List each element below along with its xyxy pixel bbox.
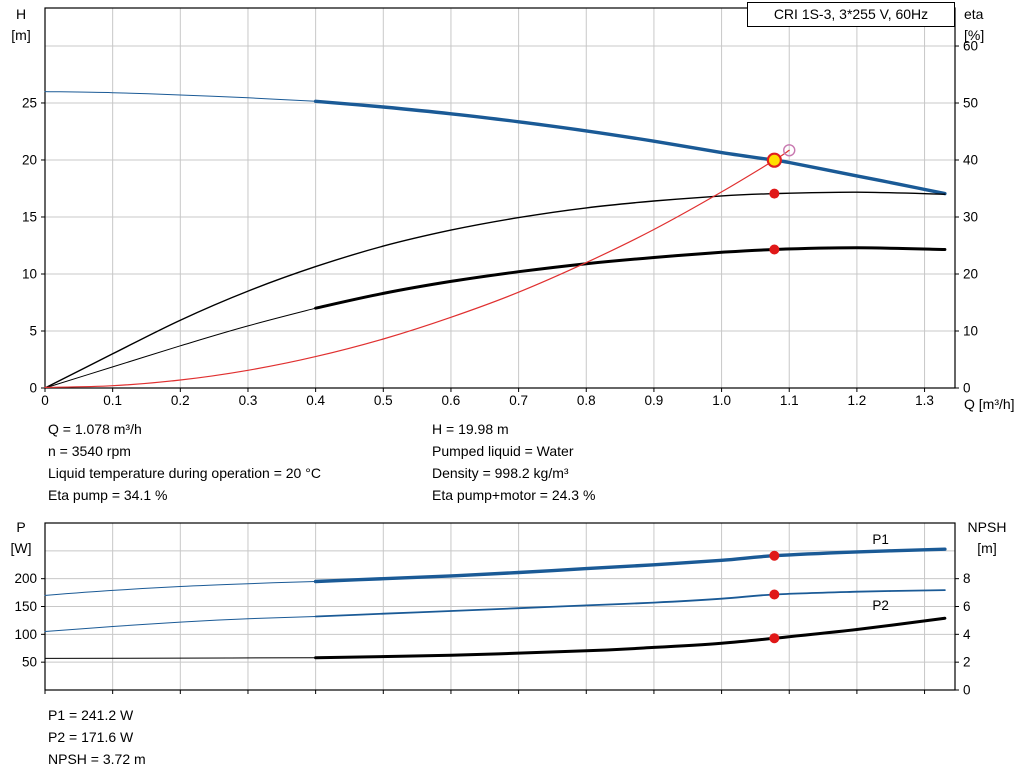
x-tick-label: 1.1 <box>780 393 799 408</box>
power-readout: P1 = 241.2 W P2 = 171.6 W NPSH = 3.72 m <box>48 704 146 770</box>
p1-curve-label: P1 <box>872 532 889 547</box>
x-tick-label: 0 <box>41 393 49 408</box>
duty-point[interactable] <box>766 152 782 168</box>
right-tick-label: 60 <box>963 39 978 54</box>
axis-title-line: [m] <box>977 540 997 556</box>
annotation-line: Liquid temperature during operation = 20… <box>48 465 321 481</box>
right-tick-label: 20 <box>963 267 978 282</box>
left-tick-label: 5 <box>29 323 37 338</box>
x-tick-label: 0.5 <box>374 393 393 408</box>
x-tick-label: 0.4 <box>306 393 325 408</box>
x-tick-label: 0.2 <box>171 393 190 408</box>
eta-pump-motor-curve <box>44 307 317 389</box>
axis-title-line: P <box>16 519 26 535</box>
left-tick-label: 200 <box>14 571 37 586</box>
right-tick-label: 2 <box>963 655 971 670</box>
eta-pump-point <box>769 188 780 199</box>
axis-title-line: [W] <box>10 540 32 556</box>
q-axis-title: Q [m³/h] <box>964 394 1024 415</box>
duty-readout-right: H = 19.98 m Pumped liquid = Water Densit… <box>432 418 595 506</box>
system-curve <box>44 149 790 388</box>
axis-title-line: NPSH <box>967 519 1007 535</box>
hq-curve <box>313 99 947 196</box>
left-tick-label: 0 <box>29 381 37 396</box>
x-tick-label: 0.3 <box>239 393 258 408</box>
left-tick-label: 50 <box>22 655 37 670</box>
right-tick-label: 50 <box>963 96 978 111</box>
annotation-line: H = 19.98 m <box>432 421 509 437</box>
p-axis-title: P [W] <box>2 517 40 559</box>
right-tick-label: 30 <box>963 210 978 225</box>
left-tick-label: 100 <box>14 627 37 642</box>
duty-readout-left: Q = 1.078 m³/h n = 3540 rpm Liquid tempe… <box>48 418 321 506</box>
p1-point <box>769 550 780 561</box>
x-tick-label: 0.1 <box>103 393 122 408</box>
p1-curve <box>313 547 947 584</box>
annotation-line: NPSH = 3.72 m <box>48 751 146 767</box>
axis-title-line: eta <box>964 6 984 22</box>
requested-duty-point <box>783 144 796 157</box>
annotation-line: P1 = 241.2 W <box>48 707 134 723</box>
x-tick-label: 0.9 <box>645 393 664 408</box>
npsh-curve <box>44 657 317 659</box>
x-tick-label: 1.0 <box>712 393 731 408</box>
left-tick-label: 20 <box>22 152 37 167</box>
p2-curve-label: P2 <box>872 598 889 613</box>
right-tick-label: 10 <box>963 324 978 339</box>
hq-curve <box>44 91 317 102</box>
axis-title-line: [%] <box>964 27 985 43</box>
plot-frame <box>44 7 956 389</box>
left-tick-label: 150 <box>14 599 37 614</box>
x-tick-label: 0.6 <box>442 393 461 408</box>
annotation-line: Density = 998.2 kg/m³ <box>432 465 569 481</box>
pump-model-badge: CRI 1S-3, 3*255 V, 60Hz <box>747 2 955 27</box>
axis-title-line: Q [m³/h] <box>964 396 1015 412</box>
eta-pump-motor-point <box>769 244 780 255</box>
annotation-line: n = 3540 rpm <box>48 443 131 459</box>
right-tick-label: 0 <box>963 683 971 698</box>
right-tick-label: 8 <box>963 571 971 586</box>
annotation-line: Pumped liquid = Water <box>432 443 574 459</box>
p1-curve <box>44 581 317 596</box>
x-tick-label: 1.2 <box>848 393 867 408</box>
axis-title-line: H <box>15 6 27 22</box>
annotation-line: Eta pump = 34.1 % <box>48 487 168 503</box>
npsh-curve <box>314 616 947 660</box>
head-efficiency-chart[interactable]: 0 0.1 0.2 0.3 0.4 0.5 0.6 0.7 0.8 0.9 1.0 1.1 1.2 1.3… <box>22 7 978 408</box>
right-tick-label: 4 <box>963 627 971 642</box>
left-tick-label: 25 <box>22 95 37 110</box>
p2-curve <box>44 616 317 632</box>
right-tick-label: 0 <box>963 381 971 396</box>
p2-curve <box>314 589 946 618</box>
x-tick-label: 1.3 <box>915 393 934 408</box>
p2-point <box>769 589 780 600</box>
npsh-point <box>769 633 780 644</box>
eta-axis-title: eta [%] <box>964 4 1016 46</box>
annotation-line: Q = 1.078 m³/h <box>48 421 142 437</box>
right-tick-label: 6 <box>963 599 971 614</box>
power-npsh-chart[interactable]: 50 100 150 200 0 2 4 6 8 P1 P2 <box>14 522 971 698</box>
annotation-line: P2 = 171.6 W <box>48 729 134 745</box>
x-tick-label: 0.8 <box>577 393 596 408</box>
eta-pump-motor-curve <box>314 246 947 310</box>
annotation-line: Eta pump+motor = 24.3 % <box>432 487 596 503</box>
x-tick-label: 0.7 <box>509 393 528 408</box>
axis-title-line: [m] <box>11 27 31 43</box>
npsh-axis-title: NPSH [m] <box>956 517 1018 559</box>
right-tick-label: 40 <box>963 153 978 168</box>
left-tick-label: 10 <box>22 266 37 281</box>
left-tick-label: 15 <box>22 209 37 224</box>
h-axis-title: H [m] <box>2 4 40 46</box>
